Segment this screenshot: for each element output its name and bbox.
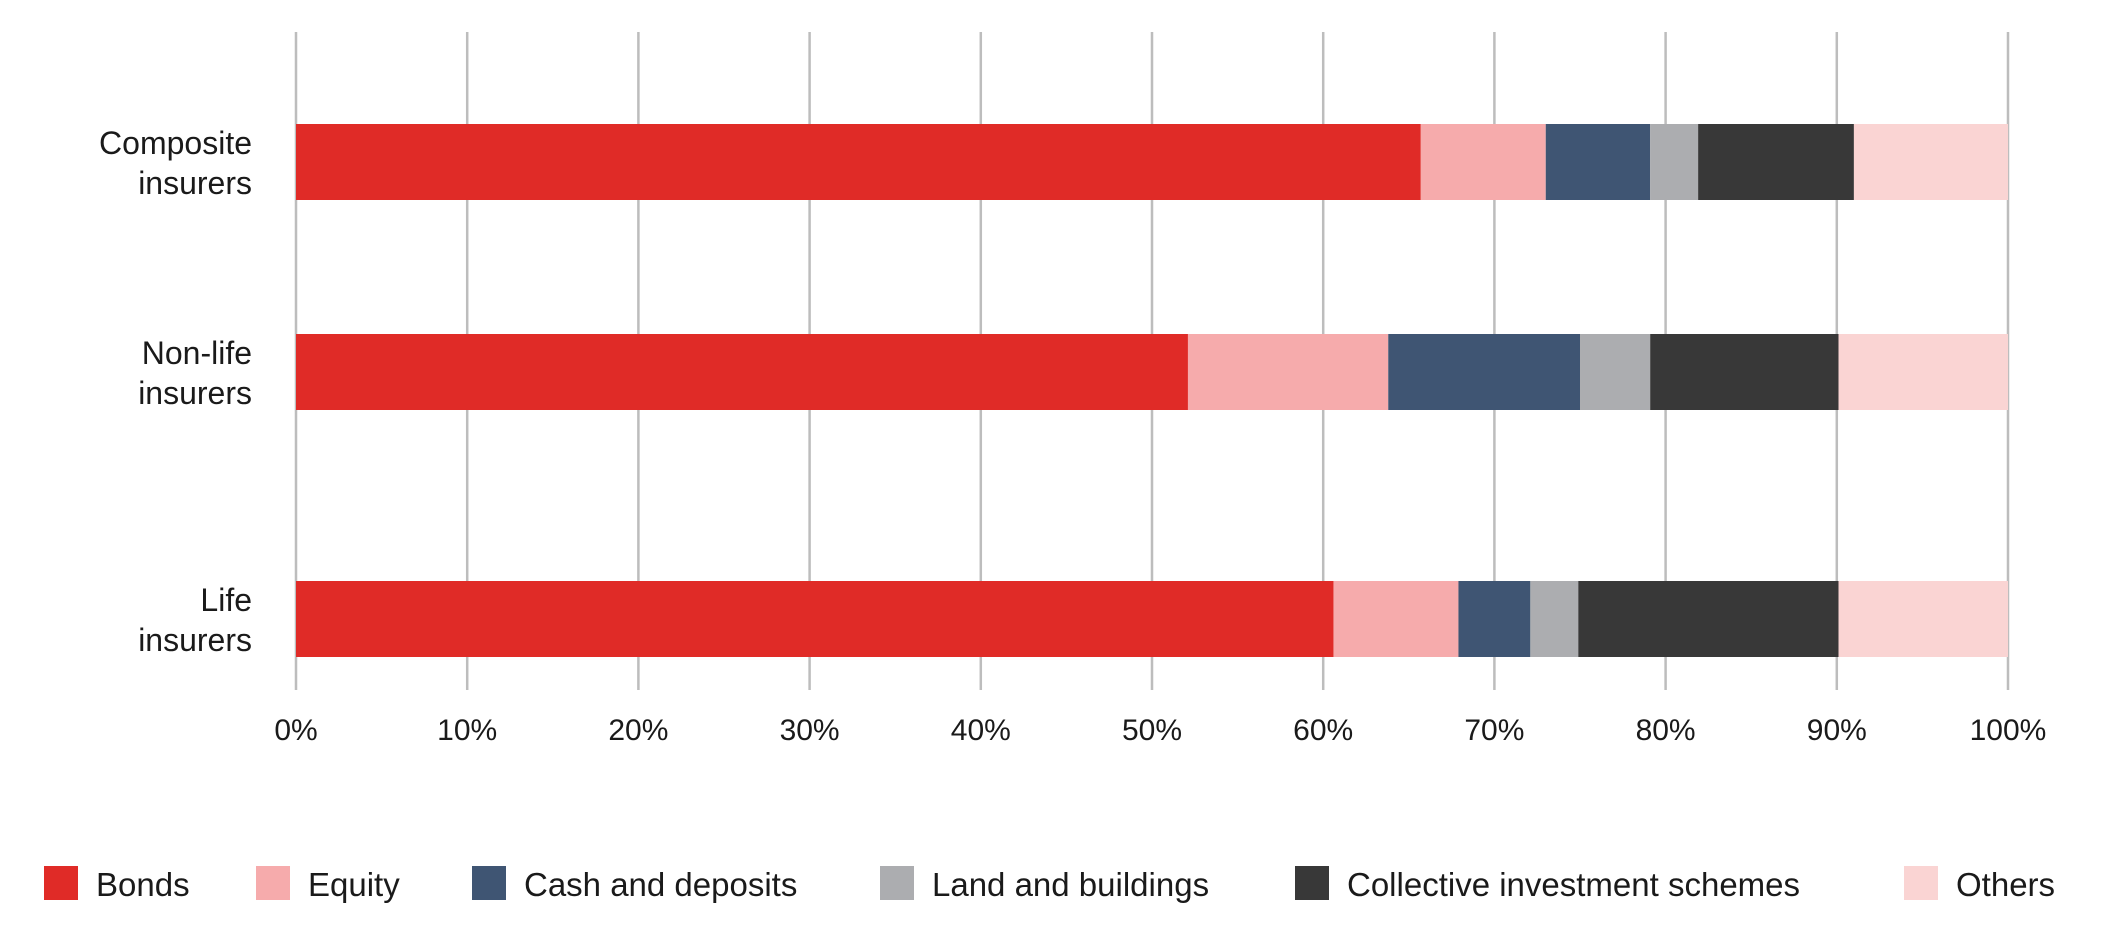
bar-segment (1650, 124, 1699, 200)
bar-segment (1838, 581, 2008, 657)
category-label: Non-life insurers (138, 335, 252, 411)
bar-segment (1698, 124, 1854, 200)
legend-swatch (472, 866, 506, 900)
x-tick-label: 70% (1464, 714, 1524, 747)
x-tick-label: 0% (274, 714, 317, 747)
x-tick-label: 30% (780, 714, 840, 747)
legend-swatch (1295, 866, 1329, 900)
legend-swatch (256, 866, 290, 900)
bar-segment (296, 334, 1188, 410)
bar-segment (296, 124, 1421, 200)
bar-segment (1458, 581, 1531, 657)
category-label: Life insurers (138, 582, 252, 658)
bar-segment (296, 581, 1334, 657)
legend: Bonds Equity Cash and deposits Land and bui… (44, 866, 2055, 903)
legend-label: Equity (308, 866, 400, 903)
bars-group (296, 124, 2008, 657)
legend-label: Bonds (96, 866, 190, 903)
x-tick-label: 80% (1636, 714, 1696, 747)
legend-swatch (880, 866, 914, 900)
legend-swatch (1904, 866, 1938, 900)
legend-label: Collective investment schemes (1347, 866, 1800, 903)
bar-segment (1187, 334, 1389, 410)
x-tick-label: 90% (1807, 714, 1867, 747)
category-labels: Composite insurers Non-life insurers Life ins… (99, 125, 252, 658)
x-tick-label: 100% (1970, 714, 2047, 747)
bar-segment (1578, 581, 1839, 657)
legend-label: Land and buildings (932, 866, 1209, 903)
legend-swatch (44, 866, 78, 900)
x-tick-label: 10% (437, 714, 497, 747)
legend-label: Others (1956, 866, 2055, 903)
legend-label: Cash and deposits (524, 866, 797, 903)
x-tick-label: 60% (1293, 714, 1353, 747)
bar-segment (1580, 334, 1651, 410)
bar-segment (1388, 334, 1580, 410)
bar-segment (1853, 124, 2008, 200)
x-tick-label: 50% (1122, 714, 1182, 747)
bar-segment (1650, 334, 1839, 410)
bar-segment (1420, 124, 1546, 200)
x-axis-ticks: 0% 10% 20% 30% 40% 50% 60% 70% 80% 90% 100% (274, 714, 2046, 747)
bar-segment (1545, 124, 1651, 200)
bar-segment (1333, 581, 1459, 657)
bar-segment (1838, 334, 2008, 410)
bar-segment (1530, 581, 1579, 657)
x-tick-label: 20% (608, 714, 668, 747)
category-label: Composite insurers (99, 125, 252, 201)
x-tick-label: 40% (951, 714, 1011, 747)
